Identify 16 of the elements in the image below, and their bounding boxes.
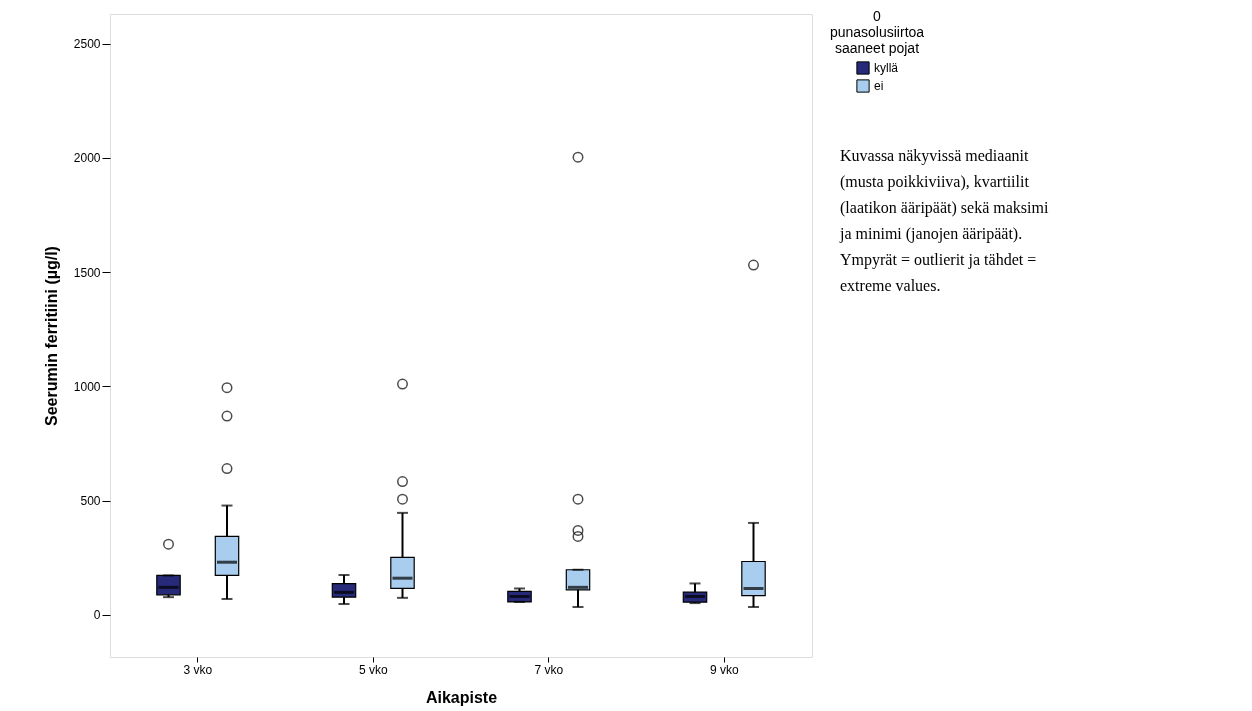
y-axis-title: Seerumin ferritiini (µg/l) [42, 246, 60, 426]
y-tick-label: 2500 [73, 37, 101, 52]
x-tick-label: 5 vko [358, 662, 388, 677]
y-tick-label: 1500 [73, 265, 101, 280]
y-tick-label: 1000 [73, 379, 101, 394]
x-tick-label: 9 vko [709, 662, 739, 677]
legend-title: 0 punasolusiirtoa saaneet pojat [829, 8, 925, 56]
x-axis-title: Aikapiste [425, 688, 498, 706]
y-tick-label: 2000 [73, 151, 101, 166]
legend-label: ei [874, 79, 884, 93]
legend-label: kyllä [874, 61, 899, 75]
x-tick-label: 3 vko [183, 662, 213, 677]
y-tick-label: 500 [80, 494, 101, 509]
x-tick-label: 7 vko [534, 662, 564, 677]
text: Kuvassa näkyvissä mediaanit (musta poikkiviiva), kvartiilit (laatikon ääripäät) sekä maksimi ja minimi (janojen ääripäät). Ympyrät = outlierit ja tähdet = extreme values. [839, 147, 1049, 294]
y-tick-label: 0 [93, 608, 101, 623]
